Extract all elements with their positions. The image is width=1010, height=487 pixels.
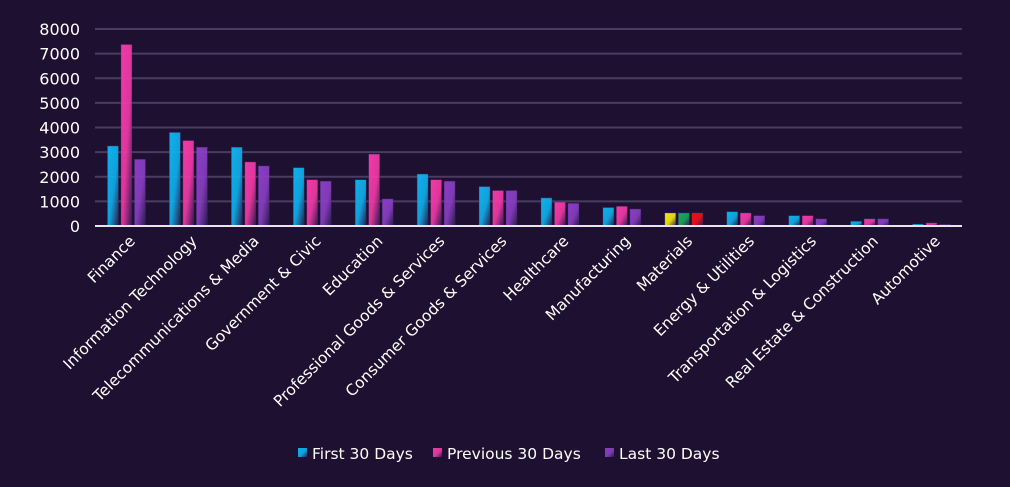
legend-label: First 30 Days: [312, 445, 413, 463]
y-tick-label: 8000: [39, 20, 80, 39]
bar-first-30-days: [416, 173, 429, 227]
bar-previous-30-days: [244, 161, 257, 227]
bar-previous-30-days: [120, 44, 133, 227]
bar-previous-30-days: [678, 212, 690, 227]
bar-last-30-days: [877, 218, 889, 227]
bar-first-30-days: [664, 212, 677, 227]
bar-previous-30-days: [306, 179, 319, 227]
bar-last-30-days: [134, 158, 146, 227]
bar-first-30-days: [478, 186, 491, 227]
legend-swatch: [298, 448, 307, 457]
bar-last-30-days: [691, 212, 704, 227]
y-tick-label: 5000: [39, 94, 80, 113]
y-tick-label: 0: [70, 217, 80, 236]
bar-last-30-days: [443, 180, 456, 227]
x-tick-label: Materials: [633, 232, 696, 295]
legend-label: Previous 30 Days: [447, 445, 581, 463]
legend: First 30 Days Previous 30 Days Last 30 Day…: [298, 445, 720, 463]
bar-first-30-days: [726, 211, 739, 227]
x-tick-label: Education: [319, 232, 386, 299]
bar-last-30-days: [381, 198, 394, 227]
y-tick-label: 1000: [39, 192, 80, 211]
legend-label: Last 30 Days: [619, 445, 720, 463]
bar-previous-30-days: [492, 190, 504, 227]
bar-first-30-days: [540, 197, 553, 227]
bar-previous-30-days: [863, 218, 876, 227]
y-tick-label: 2000: [39, 168, 80, 187]
bar-previous-30-days: [554, 201, 566, 227]
y-tick-label: 7000: [39, 45, 80, 64]
bar-first-30-days: [292, 167, 305, 227]
y-tick-label: 3000: [39, 143, 80, 162]
bar-first-30-days: [231, 146, 243, 227]
bar-previous-30-days: [801, 215, 814, 227]
bar-first-30-days: [788, 215, 800, 227]
bar-first-30-days: [169, 132, 181, 227]
bar-last-30-days: [319, 180, 332, 227]
bar-previous-30-days: [430, 179, 442, 227]
bars: [107, 44, 951, 227]
bar-first-30-days: [602, 207, 615, 227]
bar-previous-30-days: [368, 153, 380, 227]
x-tick-label: Finance: [84, 232, 139, 287]
bar-last-30-days: [196, 146, 208, 227]
bar-previous-30-days: [739, 212, 752, 227]
bar-last-30-days: [753, 215, 766, 227]
bar-last-30-days: [258, 165, 270, 227]
bar-last-30-days: [567, 203, 580, 227]
bar-last-30-days: [815, 218, 827, 227]
bar-first-30-days: [354, 179, 367, 227]
bar-last-30-days: [505, 190, 518, 227]
y-tick-label: 4000: [39, 119, 80, 138]
bar-previous-30-days: [182, 140, 195, 227]
bar-first-30-days: [107, 145, 119, 227]
y-axis-ticks: 0 1000 2000 3000 4000 5000 6000 7000 8000: [39, 20, 80, 236]
x-tick-label: Government & Civic: [202, 232, 325, 355]
legend-swatch: [605, 448, 614, 457]
gridlines: [95, 28, 962, 203]
legend-swatch: [433, 448, 442, 457]
bar-last-30-days: [629, 208, 642, 227]
y-tick-label: 6000: [39, 69, 80, 88]
bar-previous-30-days: [616, 206, 628, 227]
